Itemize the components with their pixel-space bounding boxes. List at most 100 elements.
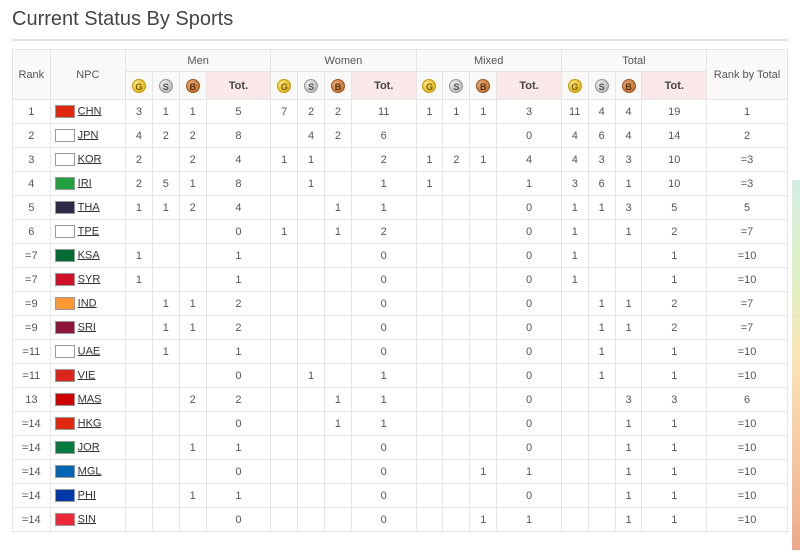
cell-npc[interactable]: IND	[50, 292, 125, 316]
cell-men-s	[152, 436, 179, 460]
cell-total-t: 2	[642, 316, 707, 340]
cell-women-s	[298, 460, 325, 484]
cell-npc[interactable]: KSA	[50, 244, 125, 268]
cell-mixed-t: 1	[497, 508, 562, 532]
cell-npc[interactable]: JOR	[50, 436, 125, 460]
flag-icon	[55, 441, 75, 454]
cell-mixed-t: 0	[497, 388, 562, 412]
cell-npc[interactable]: THA	[50, 196, 125, 220]
g-medal-icon: G	[422, 79, 436, 93]
cell-men-g	[125, 460, 152, 484]
cell-mixed-b: 1	[470, 508, 497, 532]
medal-header-g: G	[271, 72, 298, 100]
cell-npc[interactable]: IRI	[50, 172, 125, 196]
cell-rank: =9	[13, 316, 51, 340]
cell-women-g	[271, 340, 298, 364]
cell-npc[interactable]: SRI	[50, 316, 125, 340]
cell-mixed-s	[443, 196, 470, 220]
tot-header: Tot.	[642, 72, 707, 100]
s-medal-icon: S	[304, 79, 318, 93]
cell-women-b: 1	[325, 412, 352, 436]
cell-npc[interactable]: MAS	[50, 388, 125, 412]
cell-men-t: 1	[206, 436, 271, 460]
cell-women-t: 1	[351, 196, 416, 220]
cell-total-b: 1	[615, 220, 642, 244]
cell-mixed-s	[443, 364, 470, 388]
cell-mixed-s	[443, 268, 470, 292]
cell-men-s	[152, 484, 179, 508]
medal-header-s: S	[298, 72, 325, 100]
cell-npc[interactable]: SYR	[50, 268, 125, 292]
cell-npc[interactable]: UAE	[50, 340, 125, 364]
flag-icon	[55, 417, 75, 430]
cell-total-t: 10	[642, 148, 707, 172]
cell-men-b: 1	[179, 316, 206, 340]
medal-header-g: G	[561, 72, 588, 100]
cell-rank: =14	[13, 460, 51, 484]
cell-women-t: 0	[351, 508, 416, 532]
cell-men-g	[125, 436, 152, 460]
cell-mixed-t: 1	[497, 460, 562, 484]
cell-mixed-g	[416, 412, 443, 436]
cell-rank: =14	[13, 484, 51, 508]
cell-npc[interactable]: VIE	[50, 364, 125, 388]
cell-npc[interactable]: CHN	[50, 100, 125, 124]
cell-rank-by-total: =10	[707, 340, 788, 364]
flag-icon	[55, 465, 75, 478]
npc-code: MAS	[78, 393, 102, 405]
cell-men-b	[179, 364, 206, 388]
cell-men-s: 2	[152, 124, 179, 148]
cell-mixed-t: 0	[497, 124, 562, 148]
cell-mixed-t: 0	[497, 436, 562, 460]
cell-total-s	[588, 484, 615, 508]
cell-women-t: 0	[351, 460, 416, 484]
g-medal-icon: G	[277, 79, 291, 93]
cell-rank-by-total: =10	[707, 412, 788, 436]
npc-code: VIE	[78, 369, 96, 381]
cell-npc[interactable]: TPE	[50, 220, 125, 244]
cell-women-b	[325, 484, 352, 508]
cell-mixed-b	[470, 364, 497, 388]
cell-men-b	[179, 508, 206, 532]
cell-women-b	[325, 436, 352, 460]
cell-women-t: 2	[351, 220, 416, 244]
cell-women-s: 1	[298, 172, 325, 196]
cell-total-g: 3	[561, 172, 588, 196]
cell-npc[interactable]: JPN	[50, 124, 125, 148]
cell-mixed-s	[443, 388, 470, 412]
cell-total-b	[615, 268, 642, 292]
table-row: 2JPN42284260464142	[13, 124, 788, 148]
cell-men-g	[125, 388, 152, 412]
cell-men-b: 1	[179, 100, 206, 124]
tot-header: Tot.	[206, 72, 271, 100]
table-row: =11UAE110011=10	[13, 340, 788, 364]
col-group-total: Total	[561, 50, 706, 72]
cell-women-b: 2	[325, 100, 352, 124]
cell-total-g	[561, 436, 588, 460]
cell-women-g	[271, 196, 298, 220]
cell-women-t: 1	[351, 412, 416, 436]
cell-npc[interactable]: KOR	[50, 148, 125, 172]
cell-mixed-b	[470, 292, 497, 316]
cell-npc[interactable]: SIN	[50, 508, 125, 532]
cell-total-g: 4	[561, 124, 588, 148]
cell-npc[interactable]: MGL	[50, 460, 125, 484]
flag-icon	[55, 321, 75, 334]
cell-men-s	[152, 388, 179, 412]
flag-icon	[55, 369, 75, 382]
cell-total-b: 4	[615, 124, 642, 148]
cell-women-g	[271, 292, 298, 316]
cell-rank-by-total: 5	[707, 196, 788, 220]
cell-men-t: 1	[206, 484, 271, 508]
cell-women-g: 7	[271, 100, 298, 124]
cell-women-g	[271, 388, 298, 412]
cell-mixed-s	[443, 436, 470, 460]
cell-mixed-t: 0	[497, 412, 562, 436]
cell-mixed-t: 1	[497, 172, 562, 196]
cell-npc[interactable]: PHI	[50, 484, 125, 508]
npc-code: SRI	[78, 321, 96, 333]
npc-code: JOR	[78, 441, 100, 453]
cell-mixed-b	[470, 412, 497, 436]
cell-npc[interactable]: HKG	[50, 412, 125, 436]
cell-mixed-g	[416, 436, 443, 460]
